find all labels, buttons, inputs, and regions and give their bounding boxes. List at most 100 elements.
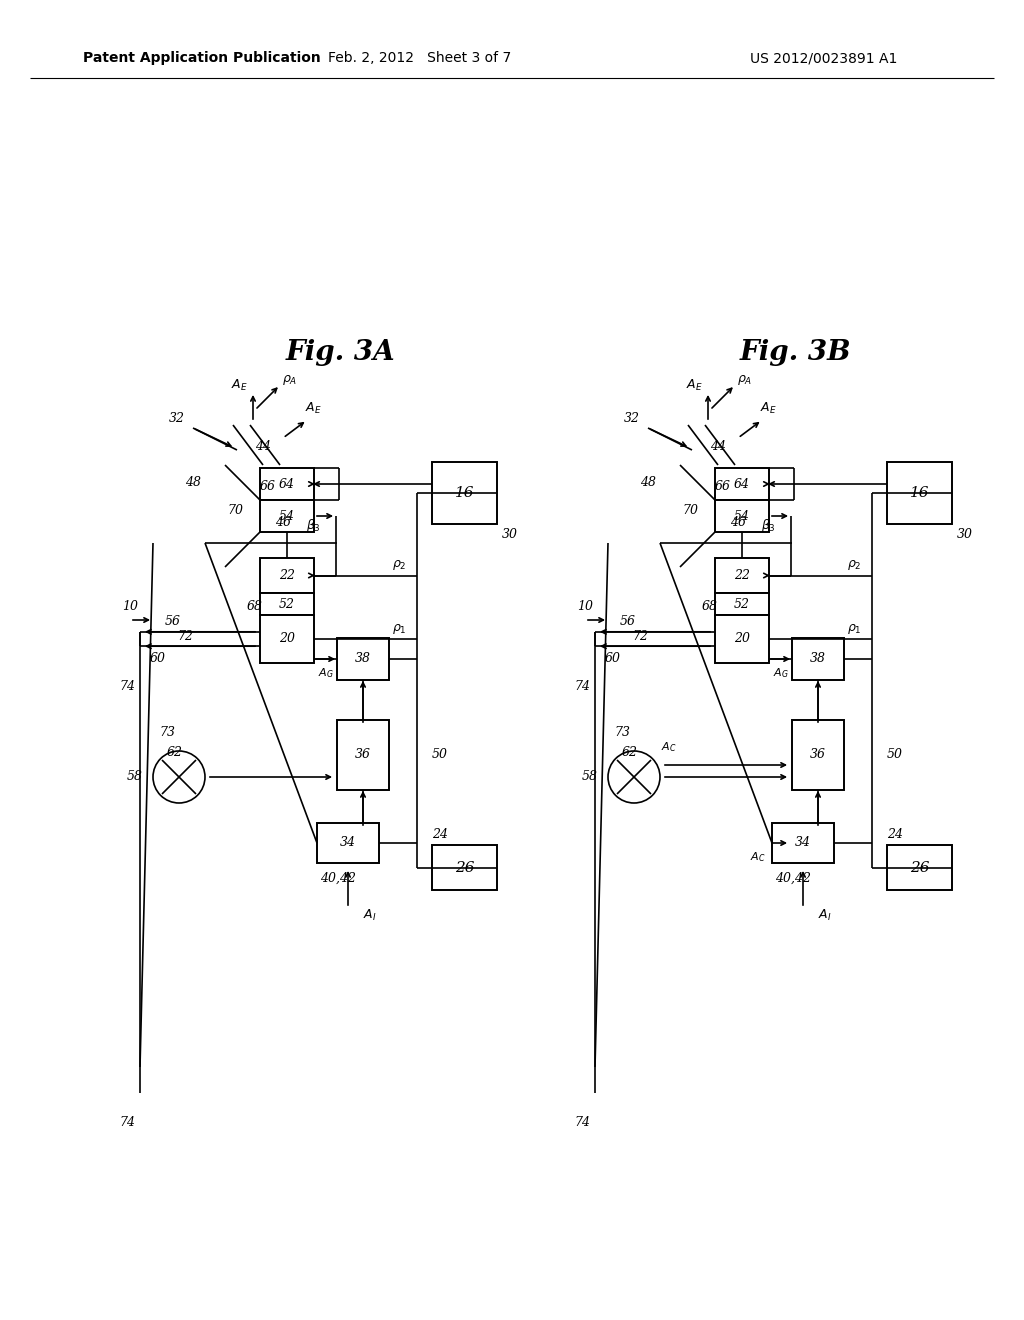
Text: 20: 20 [734,632,750,645]
Text: 56: 56 [165,615,181,628]
Text: Fig. 3B: Fig. 3B [739,338,851,366]
Text: 73: 73 [159,726,175,738]
Text: 38: 38 [355,652,371,665]
Text: 58: 58 [582,771,598,784]
Text: 46: 46 [275,516,291,528]
Text: $A_E$: $A_E$ [760,400,776,416]
Text: 40,42: 40,42 [775,871,811,884]
Text: 74: 74 [119,680,135,693]
Text: $\beta_3$: $\beta_3$ [305,516,321,533]
Text: Feb. 2, 2012   Sheet 3 of 7: Feb. 2, 2012 Sheet 3 of 7 [329,51,512,65]
Text: $A_G$: $A_G$ [318,667,334,680]
Text: 60: 60 [150,652,166,665]
Text: 20: 20 [279,632,295,645]
Text: 72: 72 [177,630,193,643]
Text: 44: 44 [255,441,271,454]
Bar [792,719,844,789]
Text: 24: 24 [887,829,903,842]
Text: $A_I$: $A_I$ [818,907,831,923]
Text: 68: 68 [247,601,263,614]
Text: $A_E$: $A_E$ [686,378,702,392]
Bar [792,638,844,680]
Text: $A_E$: $A_E$ [304,400,322,416]
Text: 22: 22 [734,569,750,582]
Bar [260,593,314,615]
Text: 44: 44 [710,441,726,454]
Text: 26: 26 [909,861,929,874]
Text: 40,42: 40,42 [319,871,356,884]
Text: 74: 74 [574,1117,590,1130]
Text: 52: 52 [734,598,750,610]
Text: 48: 48 [185,475,201,488]
Text: 50: 50 [887,748,903,762]
Text: $\rho_1$: $\rho_1$ [391,622,407,636]
Bar [337,719,389,789]
Text: 56: 56 [620,615,636,628]
Text: $\rho_2$: $\rho_2$ [392,558,407,573]
Text: 34: 34 [340,837,356,850]
Text: 36: 36 [355,748,371,762]
Text: 64: 64 [279,478,295,491]
Text: 73: 73 [614,726,630,738]
Text: 48: 48 [640,475,656,488]
Text: 10: 10 [577,601,593,614]
Text: $\rho_A$: $\rho_A$ [737,374,753,387]
Text: 10: 10 [122,601,138,614]
Text: 54: 54 [279,510,295,523]
Text: $A_G$: $A_G$ [773,667,788,680]
Text: 70: 70 [227,503,243,516]
Text: 58: 58 [127,771,143,784]
Text: 36: 36 [810,748,826,762]
Text: $\rho_1$: $\rho_1$ [847,622,861,636]
Text: $\rho_A$: $\rho_A$ [283,374,298,387]
Text: 72: 72 [632,630,648,643]
Text: 32: 32 [169,412,185,425]
Text: 30: 30 [502,528,518,540]
Bar [715,593,769,615]
Text: 62: 62 [167,746,183,759]
Text: 26: 26 [455,861,474,874]
Bar [260,558,314,593]
Bar [260,615,314,663]
Bar [715,615,769,663]
Circle shape [153,751,205,803]
Bar [715,500,769,532]
Text: 62: 62 [622,746,638,759]
Text: 68: 68 [702,601,718,614]
Text: 46: 46 [730,516,746,528]
Text: $A_C$: $A_C$ [662,741,677,754]
Text: 60: 60 [605,652,621,665]
Text: 30: 30 [957,528,973,540]
Text: 64: 64 [734,478,750,491]
Text: Fig. 3A: Fig. 3A [286,338,395,366]
Text: $\beta_3$: $\beta_3$ [761,516,775,533]
Bar [887,845,952,890]
Bar [772,822,834,863]
Bar [260,469,314,500]
Bar [715,469,769,500]
Text: $A_C$: $A_C$ [751,850,766,863]
Bar [260,500,314,532]
Circle shape [608,751,660,803]
Text: $\rho_2$: $\rho_2$ [847,558,861,573]
Text: 66: 66 [260,480,276,494]
Text: 66: 66 [715,480,731,494]
Text: 74: 74 [574,680,590,693]
Text: 38: 38 [810,652,826,665]
Bar [337,638,389,680]
Text: 34: 34 [795,837,811,850]
Text: 16: 16 [909,486,929,500]
Text: 70: 70 [682,503,698,516]
Text: Patent Application Publication: Patent Application Publication [83,51,321,65]
Text: 22: 22 [279,569,295,582]
Text: 74: 74 [119,1117,135,1130]
Text: 52: 52 [279,598,295,610]
Bar [432,845,497,890]
Text: 24: 24 [432,829,449,842]
Text: 50: 50 [432,748,449,762]
Text: 54: 54 [734,510,750,523]
Text: $A_I$: $A_I$ [364,907,377,923]
Text: 32: 32 [624,412,640,425]
Bar [715,558,769,593]
Bar [432,462,497,524]
